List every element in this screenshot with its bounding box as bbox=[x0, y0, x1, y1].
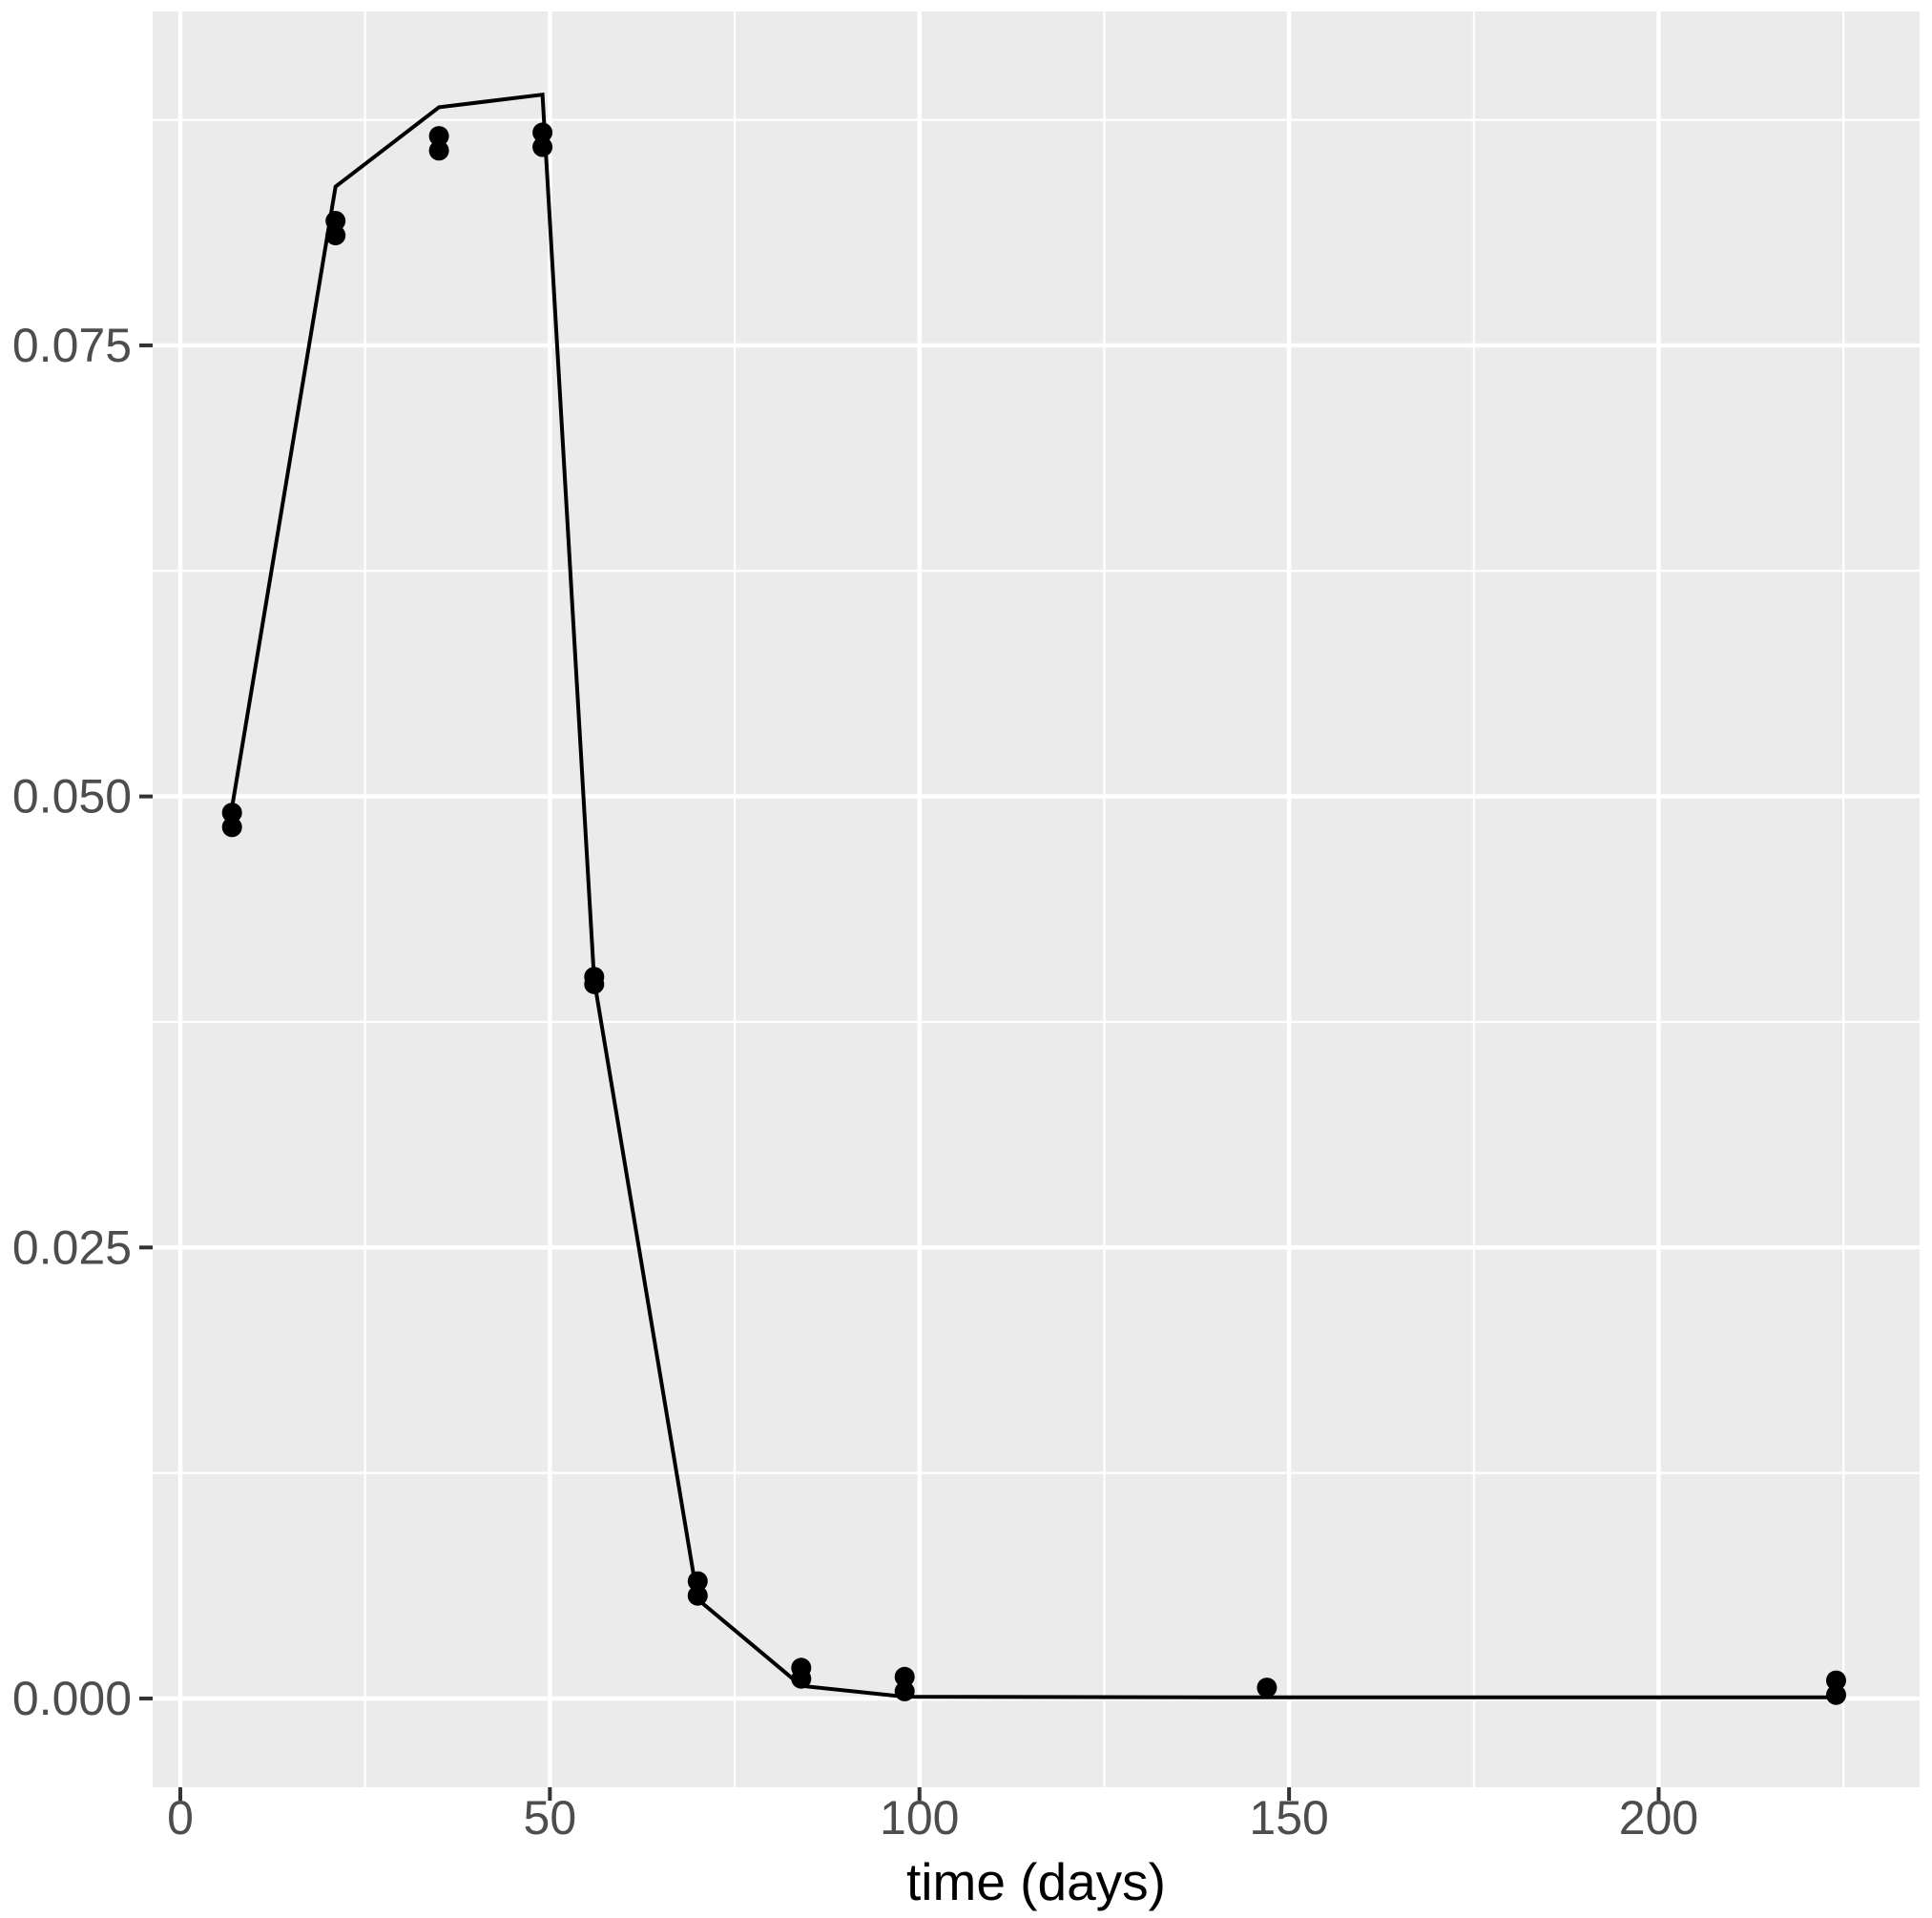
y-tick-label: 0.075 bbox=[12, 319, 132, 372]
x-tick-label: 150 bbox=[1249, 1791, 1328, 1845]
data-point bbox=[687, 1585, 708, 1606]
data-point bbox=[532, 122, 553, 143]
data-point bbox=[1826, 1670, 1846, 1691]
fit-line bbox=[230, 92, 1837, 1699]
x-tick-label: 200 bbox=[1619, 1791, 1698, 1845]
plot-panel-background bbox=[153, 11, 1920, 1787]
data-point bbox=[894, 1666, 915, 1687]
data-point bbox=[791, 1668, 812, 1689]
data-point bbox=[428, 126, 449, 147]
data-point bbox=[325, 225, 346, 246]
data-point bbox=[428, 140, 449, 161]
data-point bbox=[1826, 1684, 1846, 1705]
data-point bbox=[532, 136, 553, 157]
data-point bbox=[584, 973, 605, 994]
data-point bbox=[221, 803, 242, 823]
y-tick-label: 0.050 bbox=[12, 770, 132, 823]
y-tick-label: 0.000 bbox=[12, 1672, 132, 1725]
x-tick-label: 0 bbox=[167, 1791, 194, 1845]
data-point bbox=[221, 817, 242, 838]
data-point bbox=[325, 211, 346, 231]
data-point bbox=[894, 1680, 915, 1701]
data-point bbox=[1257, 1678, 1278, 1699]
x-tick-label: 50 bbox=[524, 1791, 577, 1845]
x-tick-label: 100 bbox=[880, 1791, 959, 1845]
y-tick-label: 0.025 bbox=[12, 1220, 132, 1274]
x-axis-title: time (days) bbox=[906, 1852, 1166, 1911]
data-point bbox=[687, 1571, 708, 1592]
